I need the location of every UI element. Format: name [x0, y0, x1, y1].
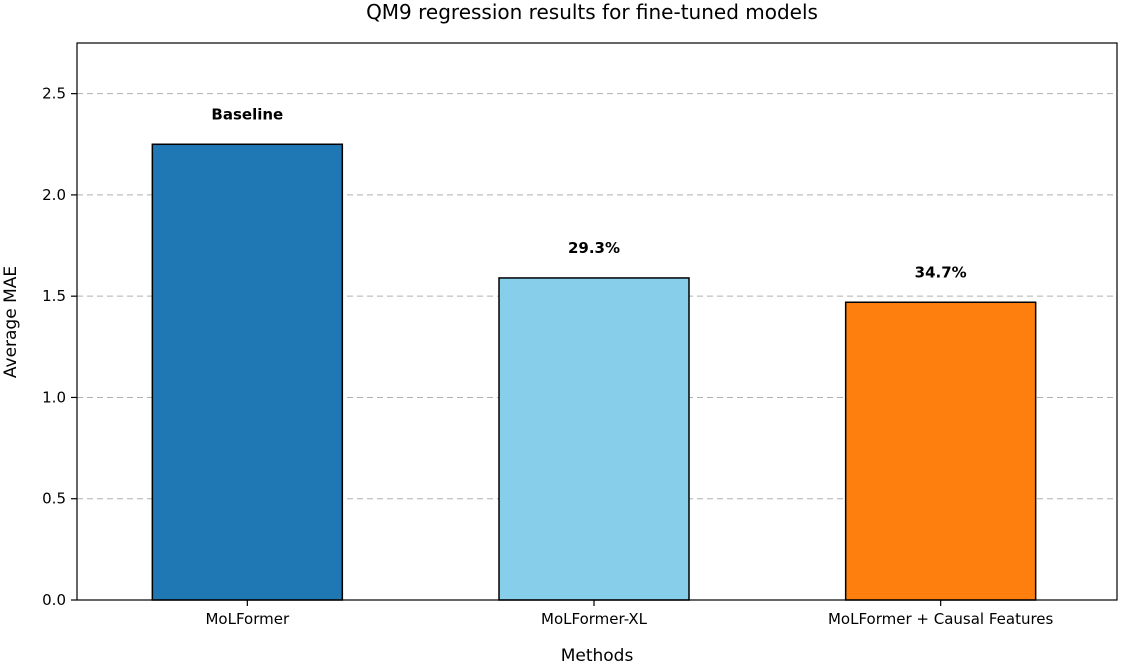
y-tick-label: 2.5	[42, 85, 66, 103]
bar	[844, 301, 1037, 601]
y-tick-label: 2.0	[42, 186, 66, 204]
chart-title: QM9 regression results for fine-tuned mo…	[366, 0, 818, 24]
bar-annotation: 34.7%	[915, 263, 967, 281]
bars	[151, 143, 1037, 601]
y-axis-label: Average MAE	[1, 266, 21, 378]
y-tick-label: 1.5	[42, 287, 66, 305]
y-tick-label: 1.0	[42, 388, 66, 406]
bar-annotations: Baseline 29.3% 34.7%	[211, 105, 966, 281]
y-tick-label: 0.0	[42, 591, 66, 609]
bar-annotation: Baseline	[211, 105, 283, 123]
bar-annotation: 29.3%	[568, 239, 620, 257]
x-axis-label: Methods	[561, 646, 634, 662]
x-tick-label: MoLFormer-XL	[541, 610, 648, 628]
x-axis-ticks: MoLFormer MoLFormer-XL MoLFormer + Causal …	[205, 600, 1054, 628]
x-tick-label: MoLFormer	[205, 610, 289, 628]
bar	[498, 277, 690, 601]
x-tick-label: MoLFormer + Causal Features	[828, 610, 1054, 628]
bar	[151, 143, 344, 601]
y-tick-label: 0.5	[42, 490, 66, 508]
plot-frame	[76, 42, 1118, 601]
y-axis-ticks: 0.0 0.5 1.0 1.5 2.0 2.5	[42, 85, 77, 609]
